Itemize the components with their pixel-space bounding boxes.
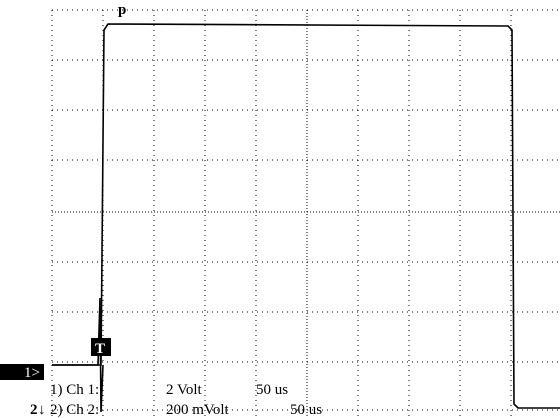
grid <box>51 9 560 418</box>
channel-scale: 2 Volt <box>166 382 203 398</box>
channel-label: 2) Ch 2: <box>50 402 99 418</box>
title: p <box>118 2 126 18</box>
channel1-marker: 1> <box>24 365 40 381</box>
channel2-trace <box>52 297 104 413</box>
trigger-marker: T <box>95 341 105 357</box>
channel-time: 50 us <box>256 382 288 398</box>
channel-time: 50 us <box>290 402 322 418</box>
channel1-marker-bg <box>0 364 44 380</box>
trigger-marker-bg <box>91 338 111 356</box>
channel2-arrow: ↓ <box>38 402 46 418</box>
channel1-trace <box>52 23 560 409</box>
channel-label: 1) Ch 1: <box>50 382 99 398</box>
channel-scale: 200 mVolt <box>166 402 229 418</box>
channel2-marker: 2 <box>30 402 38 418</box>
